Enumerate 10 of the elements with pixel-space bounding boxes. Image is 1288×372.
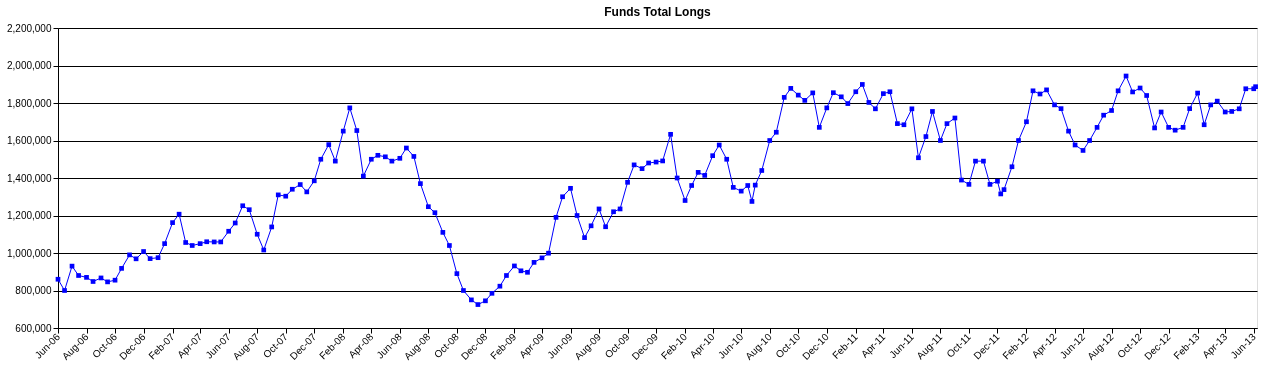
y-tick-label: 800,000 [15,285,52,296]
y-tick-label: 2,000,000 [7,60,52,71]
y-tick-label: 2,200,000 [7,22,52,34]
y-tick-label: 1,000,000 [7,247,52,259]
y-tick-label: 600,000 [15,322,52,334]
y-tick-label: 1,800,000 [7,97,52,109]
y-tick-label: 1,600,000 [7,135,52,146]
chart-title: Funds Total Longs [604,5,712,19]
y-tick-label: 1,200,000 [7,210,52,221]
y-tick-label: 1,400,000 [7,172,52,184]
